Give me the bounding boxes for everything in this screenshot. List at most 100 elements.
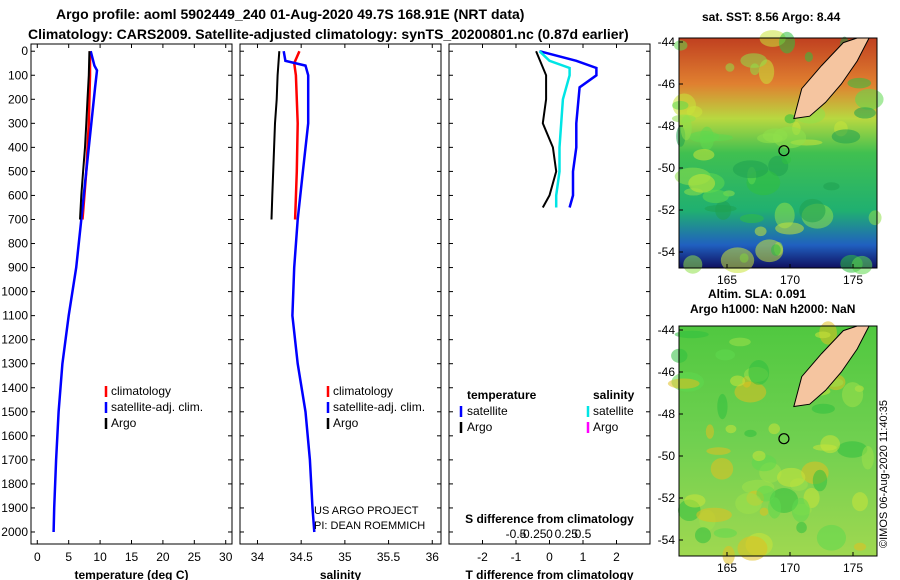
series-line-temperature-argo — [535, 50, 558, 208]
legend-title-salinity: salinity — [593, 388, 635, 402]
map-patch — [841, 382, 864, 408]
series-line-satellite-adj-clim- — [52, 50, 99, 533]
map-patch — [772, 126, 807, 149]
x-tick-label: 35 — [338, 550, 352, 564]
map-patch — [823, 182, 840, 191]
map-patch — [730, 375, 746, 387]
map-patch — [672, 100, 689, 110]
map-patch — [732, 160, 769, 179]
y-tick-label: 1400 — [1, 381, 28, 395]
map-patch — [854, 107, 876, 119]
map-patch — [693, 149, 715, 161]
map-patch — [768, 423, 780, 435]
legend-label: satellite-adj. clim. — [111, 400, 203, 414]
legend-label: Argo — [467, 420, 493, 434]
map-patch — [812, 469, 828, 492]
map-patch — [796, 521, 807, 534]
map-patch — [759, 507, 769, 516]
map-patch — [694, 527, 712, 544]
y-tick-label: 1200 — [1, 333, 28, 347]
map-patch — [774, 202, 795, 229]
title-line-2: Climatology: CARS2009. Satellite-adjuste… — [28, 26, 629, 42]
lon-tick-label: 165 — [717, 561, 737, 575]
map-patch — [851, 255, 873, 275]
y-tick-label: 1600 — [1, 429, 28, 443]
x-tick-label: 1 — [580, 550, 587, 564]
legend-label: satellite-adj. clim. — [333, 400, 425, 414]
map-patch — [748, 360, 770, 385]
x-tick-label: 0 — [546, 550, 553, 564]
title-line-1: Argo profile: aoml 5902449_240 01-Aug-20… — [56, 6, 525, 22]
y-tick-label: 1500 — [1, 405, 28, 419]
lon-tick-label: 175 — [843, 561, 863, 575]
x-tick-label: 25 — [188, 550, 202, 564]
y-tick-label: 400 — [8, 140, 28, 154]
lon-tick-label: 170 — [780, 561, 800, 575]
lon-tick-label: 175 — [843, 273, 863, 287]
map-patch — [735, 492, 762, 515]
lon-tick-label: 170 — [780, 273, 800, 287]
x-tick-label: 35.5 — [377, 550, 401, 564]
y-tick-label: 1900 — [1, 501, 28, 515]
map-patch — [831, 129, 861, 144]
map-patch — [750, 63, 760, 76]
x-tick-label: 0 — [34, 550, 41, 564]
map-patch — [725, 63, 735, 72]
map-patch — [713, 528, 737, 538]
lat-tick-label: -52 — [658, 491, 676, 505]
imos-stamp: ©IMOS 06-Aug-2020 11:40:35 — [878, 400, 890, 548]
x-tick-label: 36 — [426, 550, 440, 564]
map-patch — [710, 457, 734, 480]
map-patch — [855, 88, 884, 110]
map2-title: Argo h1000: NaN h2000: NaN — [690, 302, 856, 316]
map-frame — [678, 37, 878, 269]
annotation-project: US ARGO PROJECT — [314, 505, 419, 517]
x-tick-label: 5 — [65, 550, 72, 564]
x-tick-label: 34.5 — [289, 550, 313, 564]
map-patch — [778, 31, 796, 54]
map-patch — [775, 222, 804, 235]
lat-tick-label: -50 — [658, 161, 676, 175]
argo-float-marker — [778, 433, 790, 445]
map-patch — [705, 424, 714, 439]
map-patch — [847, 77, 872, 89]
map-patch — [752, 450, 766, 462]
lat-tick-label: -46 — [658, 365, 676, 379]
x-axis-label: T difference from climatology — [465, 568, 633, 580]
y-tick-label: 800 — [8, 237, 28, 251]
map-patch — [739, 213, 764, 224]
map-patch — [804, 51, 813, 62]
lat-tick-label: -46 — [658, 77, 676, 91]
map-patch — [861, 445, 874, 470]
map-patch — [725, 424, 737, 434]
y-tick-label: 1800 — [1, 477, 28, 491]
x-tick-label-2: -0.25 — [519, 527, 547, 541]
map-1 — [671, 30, 884, 275]
annotation-pi: PI: DEAN ROEMMICH — [314, 520, 425, 532]
x-tick-label: 10 — [93, 550, 107, 564]
map-patch — [667, 378, 700, 389]
x-tick-label: 20 — [156, 550, 170, 564]
map-patch — [673, 40, 688, 51]
x-tick-label: 15 — [125, 550, 139, 564]
series-line-climatology — [292, 50, 301, 220]
y-tick-label: 1700 — [1, 453, 28, 467]
map-patch — [696, 507, 732, 523]
map-patch — [770, 244, 781, 256]
map-patch — [791, 497, 810, 523]
map-patch — [702, 189, 729, 204]
lat-tick-label: -44 — [658, 323, 676, 337]
x-tick-label: 2 — [613, 550, 620, 564]
map-patch — [715, 349, 736, 361]
y-tick-label: 100 — [8, 68, 28, 82]
map-patch — [720, 247, 755, 274]
map-patch — [777, 467, 806, 488]
y-tick-label: 0 — [21, 44, 28, 58]
map-patch — [820, 435, 841, 454]
map-patch — [754, 226, 767, 237]
panel-frame-1 — [30, 43, 233, 545]
panel-frame-3 — [448, 43, 651, 545]
map-patch — [674, 330, 709, 339]
legend-label: Argo — [111, 416, 137, 430]
